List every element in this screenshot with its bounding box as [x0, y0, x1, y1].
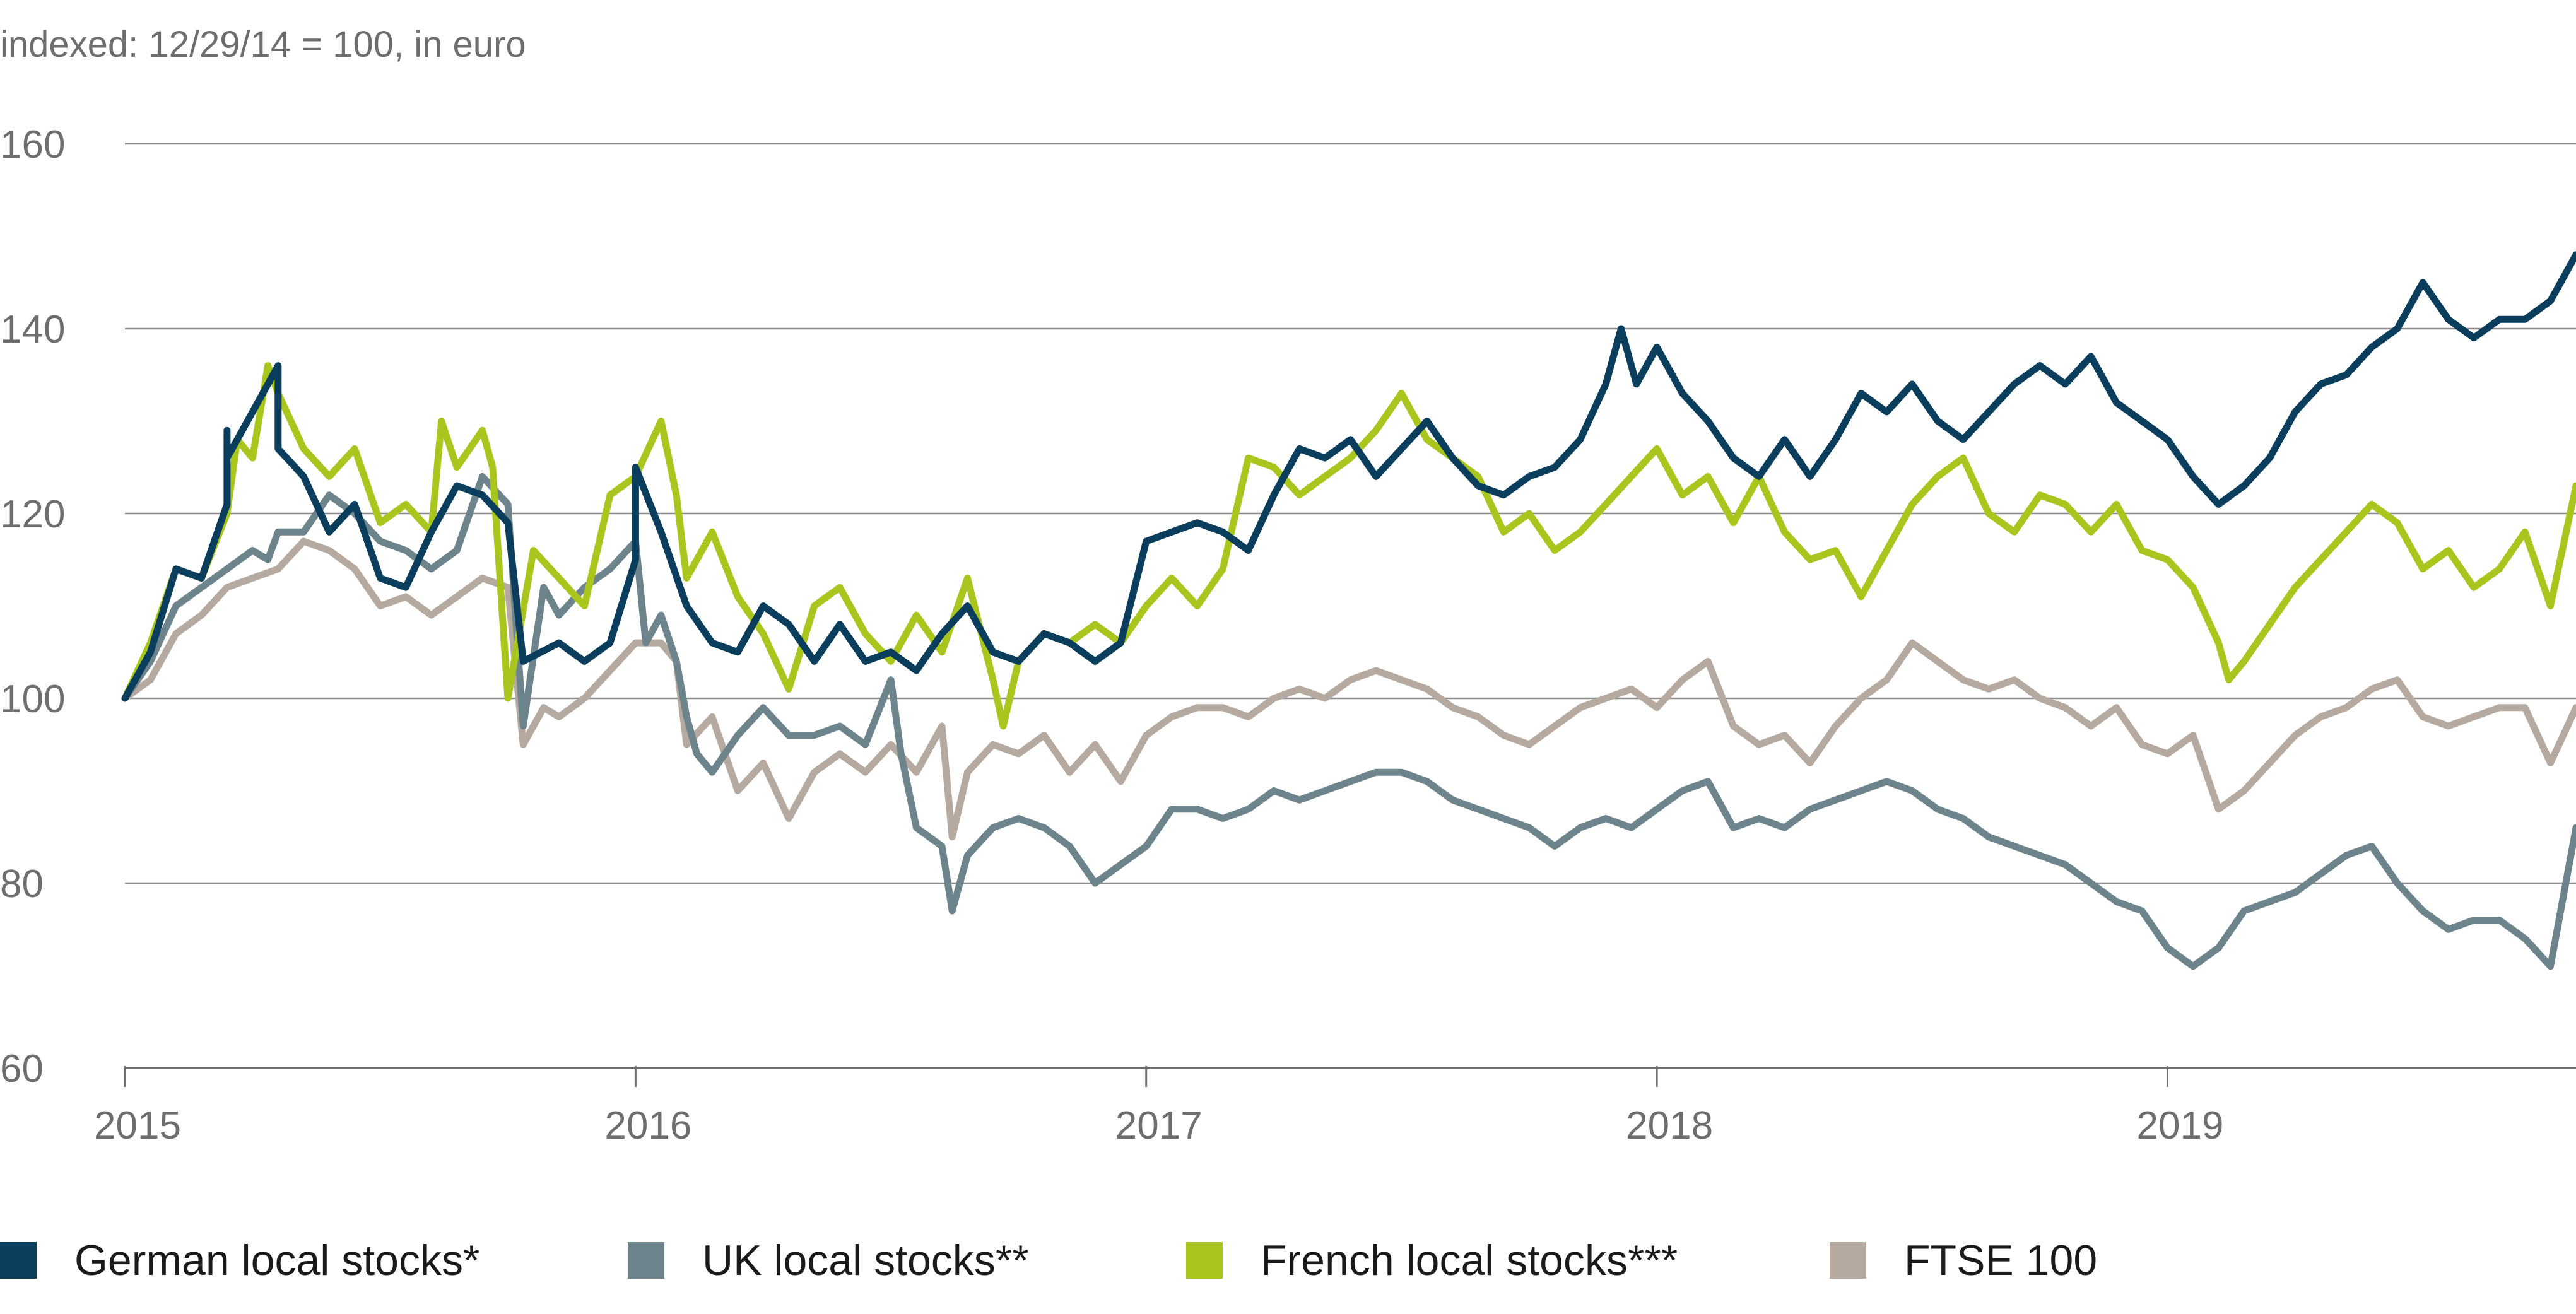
x-tick-label: 2017 [1115, 1104, 1203, 1147]
legend-label-3: French local stocks*** [1261, 1236, 1678, 1284]
x-tick-label: 2015 [94, 1104, 181, 1147]
legend-swatch-4 [1830, 1242, 1866, 1279]
y-tick-label: 140 [0, 308, 65, 351]
x-tick-label: 2019 [2137, 1104, 2224, 1147]
legend-swatch-3 [1186, 1242, 1223, 1279]
legend-swatch-2 [628, 1242, 664, 1279]
series-lines [121, 251, 2576, 970]
x-tick-label: 2018 [1626, 1104, 1713, 1147]
series-line-1 [121, 251, 2576, 702]
legend-swatch-1 [0, 1242, 37, 1279]
legend-label-1: German local stocks* [74, 1236, 479, 1284]
x-axis: 2015 2016 2017 2018 2019 [94, 1066, 2223, 1147]
series-line-3 [121, 362, 2576, 730]
chart-subtitle: indexed: 12/29/14 = 100, in euro [0, 24, 526, 65]
y-axis-ticks: 60 80 100 120 140 160 [0, 123, 65, 1091]
legend-label-2: UK local stocks** [702, 1236, 1029, 1284]
y-tick-label: 100 [0, 678, 65, 721]
grid-lines [125, 143, 2576, 1069]
series-line-2 [121, 472, 2576, 970]
x-tick-label: 2016 [604, 1104, 691, 1147]
y-tick-label: 120 [0, 493, 65, 536]
y-tick-label: 80 [0, 862, 44, 906]
legend-label-4: FTSE 100 [1904, 1236, 2097, 1284]
legend: German local stocks* UK local stocks** Fre… [0, 1236, 2097, 1284]
y-tick-label: 60 [0, 1047, 44, 1091]
series-line-4 [121, 537, 2576, 841]
y-tick-label: 160 [0, 123, 65, 167]
